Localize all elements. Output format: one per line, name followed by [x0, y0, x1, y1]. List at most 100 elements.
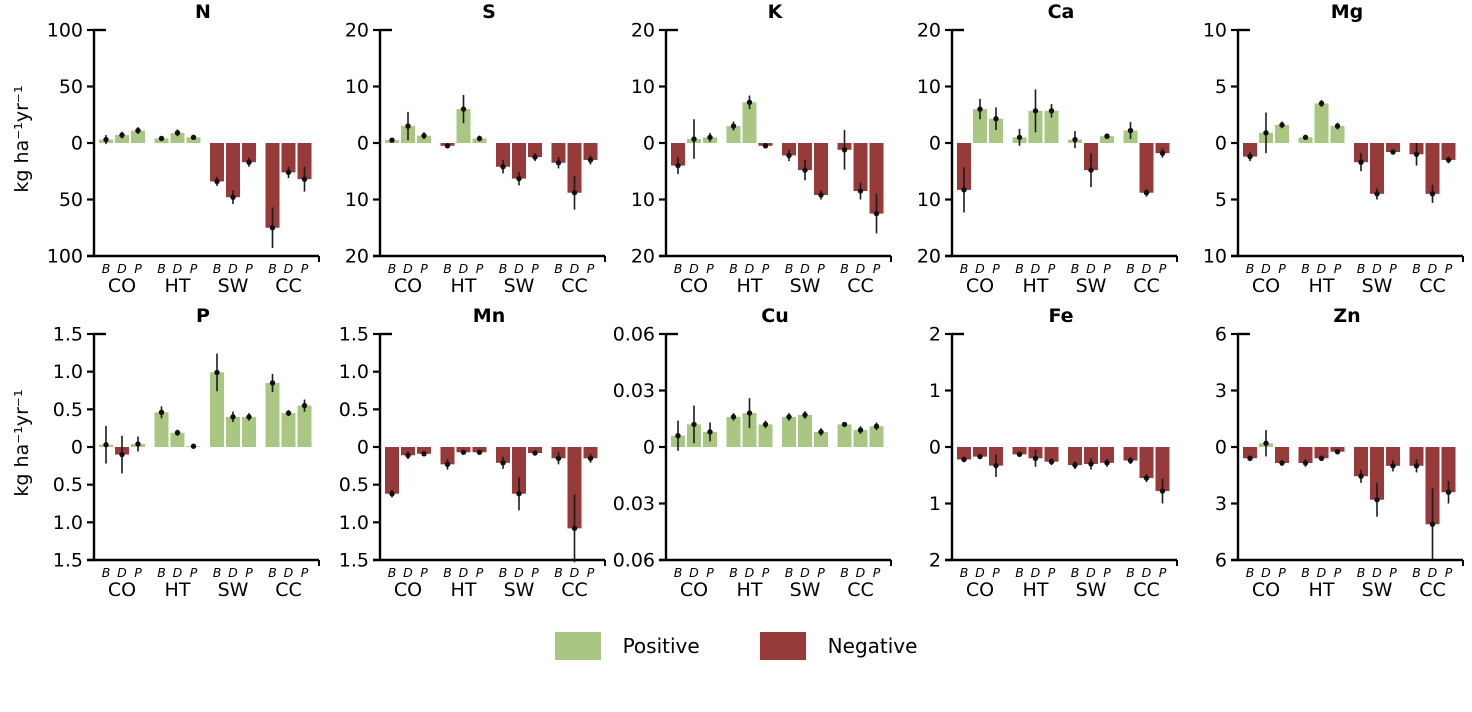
point-marker — [1247, 455, 1253, 461]
point-marker — [389, 491, 395, 497]
bar-label: P — [1103, 261, 1111, 276]
bar-label: B — [1246, 565, 1255, 580]
bar-label: D — [403, 565, 413, 580]
point-marker — [571, 525, 578, 532]
bar-label: P — [587, 565, 595, 580]
point-marker — [1334, 123, 1341, 129]
bar-K-CC-D — [853, 143, 868, 192]
bar-Cu-CC-D — [853, 430, 868, 447]
bar-label: B — [1015, 261, 1024, 276]
bar-K-CC-P — [869, 143, 884, 214]
bar-label: P — [1159, 261, 1167, 276]
point-marker — [1334, 449, 1341, 455]
bar-label: P — [1278, 261, 1286, 276]
bar-label: P — [476, 261, 484, 276]
bar-label: D — [1261, 261, 1271, 276]
bar-Ca-CC-D — [1139, 143, 1154, 193]
group-label-SW: SW — [218, 275, 249, 297]
y-tick-label: 10 — [345, 76, 369, 98]
bar-label: B — [729, 261, 738, 276]
point-marker — [802, 167, 808, 173]
bar-Ca-CC-P — [1155, 143, 1170, 154]
point-marker — [786, 152, 792, 159]
bar-N-CO-D — [115, 135, 129, 143]
group-label-CC: CC — [1419, 579, 1446, 601]
legend-entry-negative: Negative — [759, 632, 917, 660]
point-marker — [285, 410, 292, 416]
y-tick-label: 20 — [917, 20, 941, 42]
bar-label: D — [228, 261, 238, 276]
y-axis-label-row1: kg ha⁻¹yr⁻¹ — [11, 85, 33, 193]
y-tick-label: 1.0 — [53, 361, 83, 383]
point-marker — [103, 136, 109, 143]
y-tick-label: 1.5 — [339, 550, 369, 572]
bar-Mg-HT-D — [1314, 103, 1329, 143]
point-marker — [246, 159, 252, 165]
bar-K-SW-D — [798, 143, 812, 171]
bar-Ca-HT-P — [1044, 110, 1059, 143]
point-marker — [301, 402, 308, 409]
y-tick-label: 0 — [929, 437, 941, 459]
group-label-HT: HT — [165, 579, 191, 601]
y-tick-label: 20 — [345, 20, 369, 42]
bar-label: B — [785, 565, 794, 580]
group-label-CO: CO — [966, 275, 994, 297]
panel-row-1: kg ha⁻¹yr⁻¹ N B D P B D P B D P B D P CO HT SW CC 100 50 0 5… — [0, 0, 1472, 302]
bar-N-SW-B — [210, 143, 224, 182]
bar-Mn-CC-P — [583, 447, 598, 459]
y-tick-label: 10 — [917, 189, 941, 211]
point-marker — [1429, 191, 1436, 197]
panel-title: K — [768, 1, 784, 23]
bar-label: B — [960, 565, 969, 580]
point-marker — [421, 451, 427, 457]
y-axis-label-row2: kg ha⁻¹yr⁻¹ — [11, 389, 33, 497]
point-marker — [873, 423, 880, 429]
bar-label: P — [1048, 261, 1056, 276]
bar-K-HT-D — [742, 102, 757, 143]
point-marker — [1413, 151, 1420, 157]
y-tick-label: 1.0 — [53, 512, 83, 534]
point-marker — [1263, 130, 1269, 136]
bar-label: P — [1389, 261, 1397, 276]
group-label-CC: CC — [1419, 275, 1446, 297]
point-marker — [587, 455, 594, 461]
bar-P-CC-B — [265, 382, 280, 447]
bar-label: B — [443, 565, 452, 580]
panels-row2: P B D P B D P B D P B D P CO HT SW CC 1.5 1.0 0.5 0 0.5 1.0 1.5… — [38, 304, 1468, 606]
bar-Mg-CO-P — [1275, 124, 1289, 143]
point-marker — [230, 414, 236, 420]
point-marker — [1159, 150, 1166, 156]
point-marker — [818, 192, 824, 198]
bar-Cu-SW-D — [798, 414, 812, 447]
point-marker — [230, 194, 236, 200]
point-marker — [802, 412, 808, 418]
point-marker — [555, 455, 562, 461]
bar-label: B — [674, 565, 683, 580]
group-label-SW: SW — [504, 579, 535, 601]
bar-label: B — [1357, 261, 1366, 276]
point-marker — [691, 136, 697, 142]
bar-label: B — [388, 565, 397, 580]
bar-label: D — [1142, 261, 1152, 276]
point-marker — [1032, 455, 1039, 461]
bar-label: P — [245, 261, 253, 276]
point-marker — [1088, 167, 1094, 173]
bar-P-HT-D — [170, 432, 185, 447]
group-label-SW: SW — [1076, 275, 1107, 297]
bar-N-SW-D — [226, 143, 240, 198]
point-marker — [190, 134, 197, 141]
point-marker — [532, 154, 538, 160]
bar-S-SW-P — [528, 143, 542, 158]
bar-label: B — [1126, 565, 1135, 580]
point-marker — [135, 441, 141, 447]
y-axis-label-wrap-row2: kg ha⁻¹yr⁻¹ — [6, 304, 38, 606]
point-marker — [103, 442, 109, 448]
bar-label: B — [499, 565, 508, 580]
bar-N-CC-D — [281, 143, 296, 173]
y-tick-label: 0 — [1215, 437, 1227, 459]
y-tick-label: 0.03 — [613, 493, 655, 515]
bar-label: D — [800, 261, 810, 276]
y-tick-label: 0 — [643, 437, 655, 459]
